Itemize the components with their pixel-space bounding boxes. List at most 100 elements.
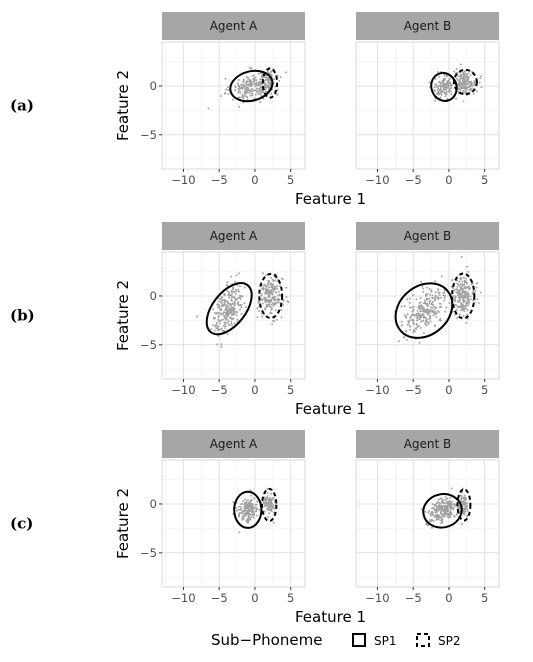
x-tick-label: −5 [405,173,422,187]
data-point [455,308,458,311]
data-point [412,329,415,331]
data-point [262,76,265,79]
data-point [261,90,264,93]
data-point [226,321,229,324]
data-point [406,298,409,301]
data-point-outlier [223,92,226,95]
data-point [439,511,442,514]
data-point [443,505,446,508]
data-point [464,85,467,88]
panel-background [356,252,499,379]
data-point [475,90,478,93]
data-point [469,295,472,298]
data-point [432,304,435,306]
data-point [263,283,266,286]
data-point [215,343,218,346]
x-tick-label: 5 [287,173,294,187]
data-point [453,514,455,517]
data-point [433,311,436,314]
data-point [467,296,470,299]
data-point [460,522,463,525]
data-point [276,278,279,281]
data-point [419,301,422,304]
data-point [225,304,228,307]
data-point [239,295,242,297]
ellipse-sp2 [456,488,472,522]
data-point [427,322,430,325]
data-point [256,90,259,93]
data-point [457,296,460,299]
data-point [266,282,269,285]
data-point [437,87,440,90]
data-point [467,76,470,79]
data-point [408,297,411,300]
data-point [273,273,276,275]
data-point [215,323,218,326]
data-point [237,82,240,85]
data-point-outlier [440,275,443,278]
data-point [272,505,274,508]
data-point [443,77,445,80]
data-point [277,301,279,304]
data-point [449,513,452,516]
data-point [461,500,464,503]
facet-strip [356,12,499,40]
data-point [264,88,267,91]
data-point [274,298,277,301]
data-point [274,279,277,282]
data-point [237,91,240,94]
data-point [480,75,483,78]
data-point [415,328,418,331]
data-point [462,90,464,92]
data-point [428,302,431,305]
data-point [470,85,472,88]
data-point [268,305,271,308]
data-point [460,302,463,305]
data-point [443,502,446,505]
data-point [229,304,232,307]
data-point [223,325,225,328]
data-point-outlier [238,531,241,534]
data-point [465,498,467,501]
data-point [459,63,462,66]
data-point [452,287,455,290]
data-point [258,83,261,86]
data-point [439,502,442,505]
data-point [223,321,226,324]
scatter-points [196,272,290,348]
data-point [453,289,456,291]
data-point [464,502,467,505]
data-point [439,317,442,320]
data-point [242,510,245,513]
data-point [433,305,435,308]
data-point [429,514,432,517]
scatter-points [232,487,277,534]
data-point [233,290,236,293]
data-point [424,510,427,513]
data-point [441,499,443,502]
data-point [460,287,463,290]
data-point [250,87,253,90]
data-point [253,497,256,500]
data-point [224,77,227,80]
data-point [426,286,429,289]
data-point [408,301,411,304]
data-point [406,323,409,326]
data-point [273,285,276,288]
data-point [458,83,460,86]
data-point [400,305,403,308]
data-point [437,289,440,292]
data-point [220,308,223,311]
x-axis-title: Feature 1 [295,608,366,626]
data-point [425,319,428,322]
data-point [235,314,238,317]
data-point [433,86,436,89]
data-point [239,92,242,95]
x-tick-label: 0 [445,383,452,397]
data-point [463,77,466,79]
data-point [469,298,472,300]
x-tick-label: −5 [211,383,228,397]
data-point [446,506,449,509]
data-point [447,81,450,84]
data-point [420,320,422,323]
